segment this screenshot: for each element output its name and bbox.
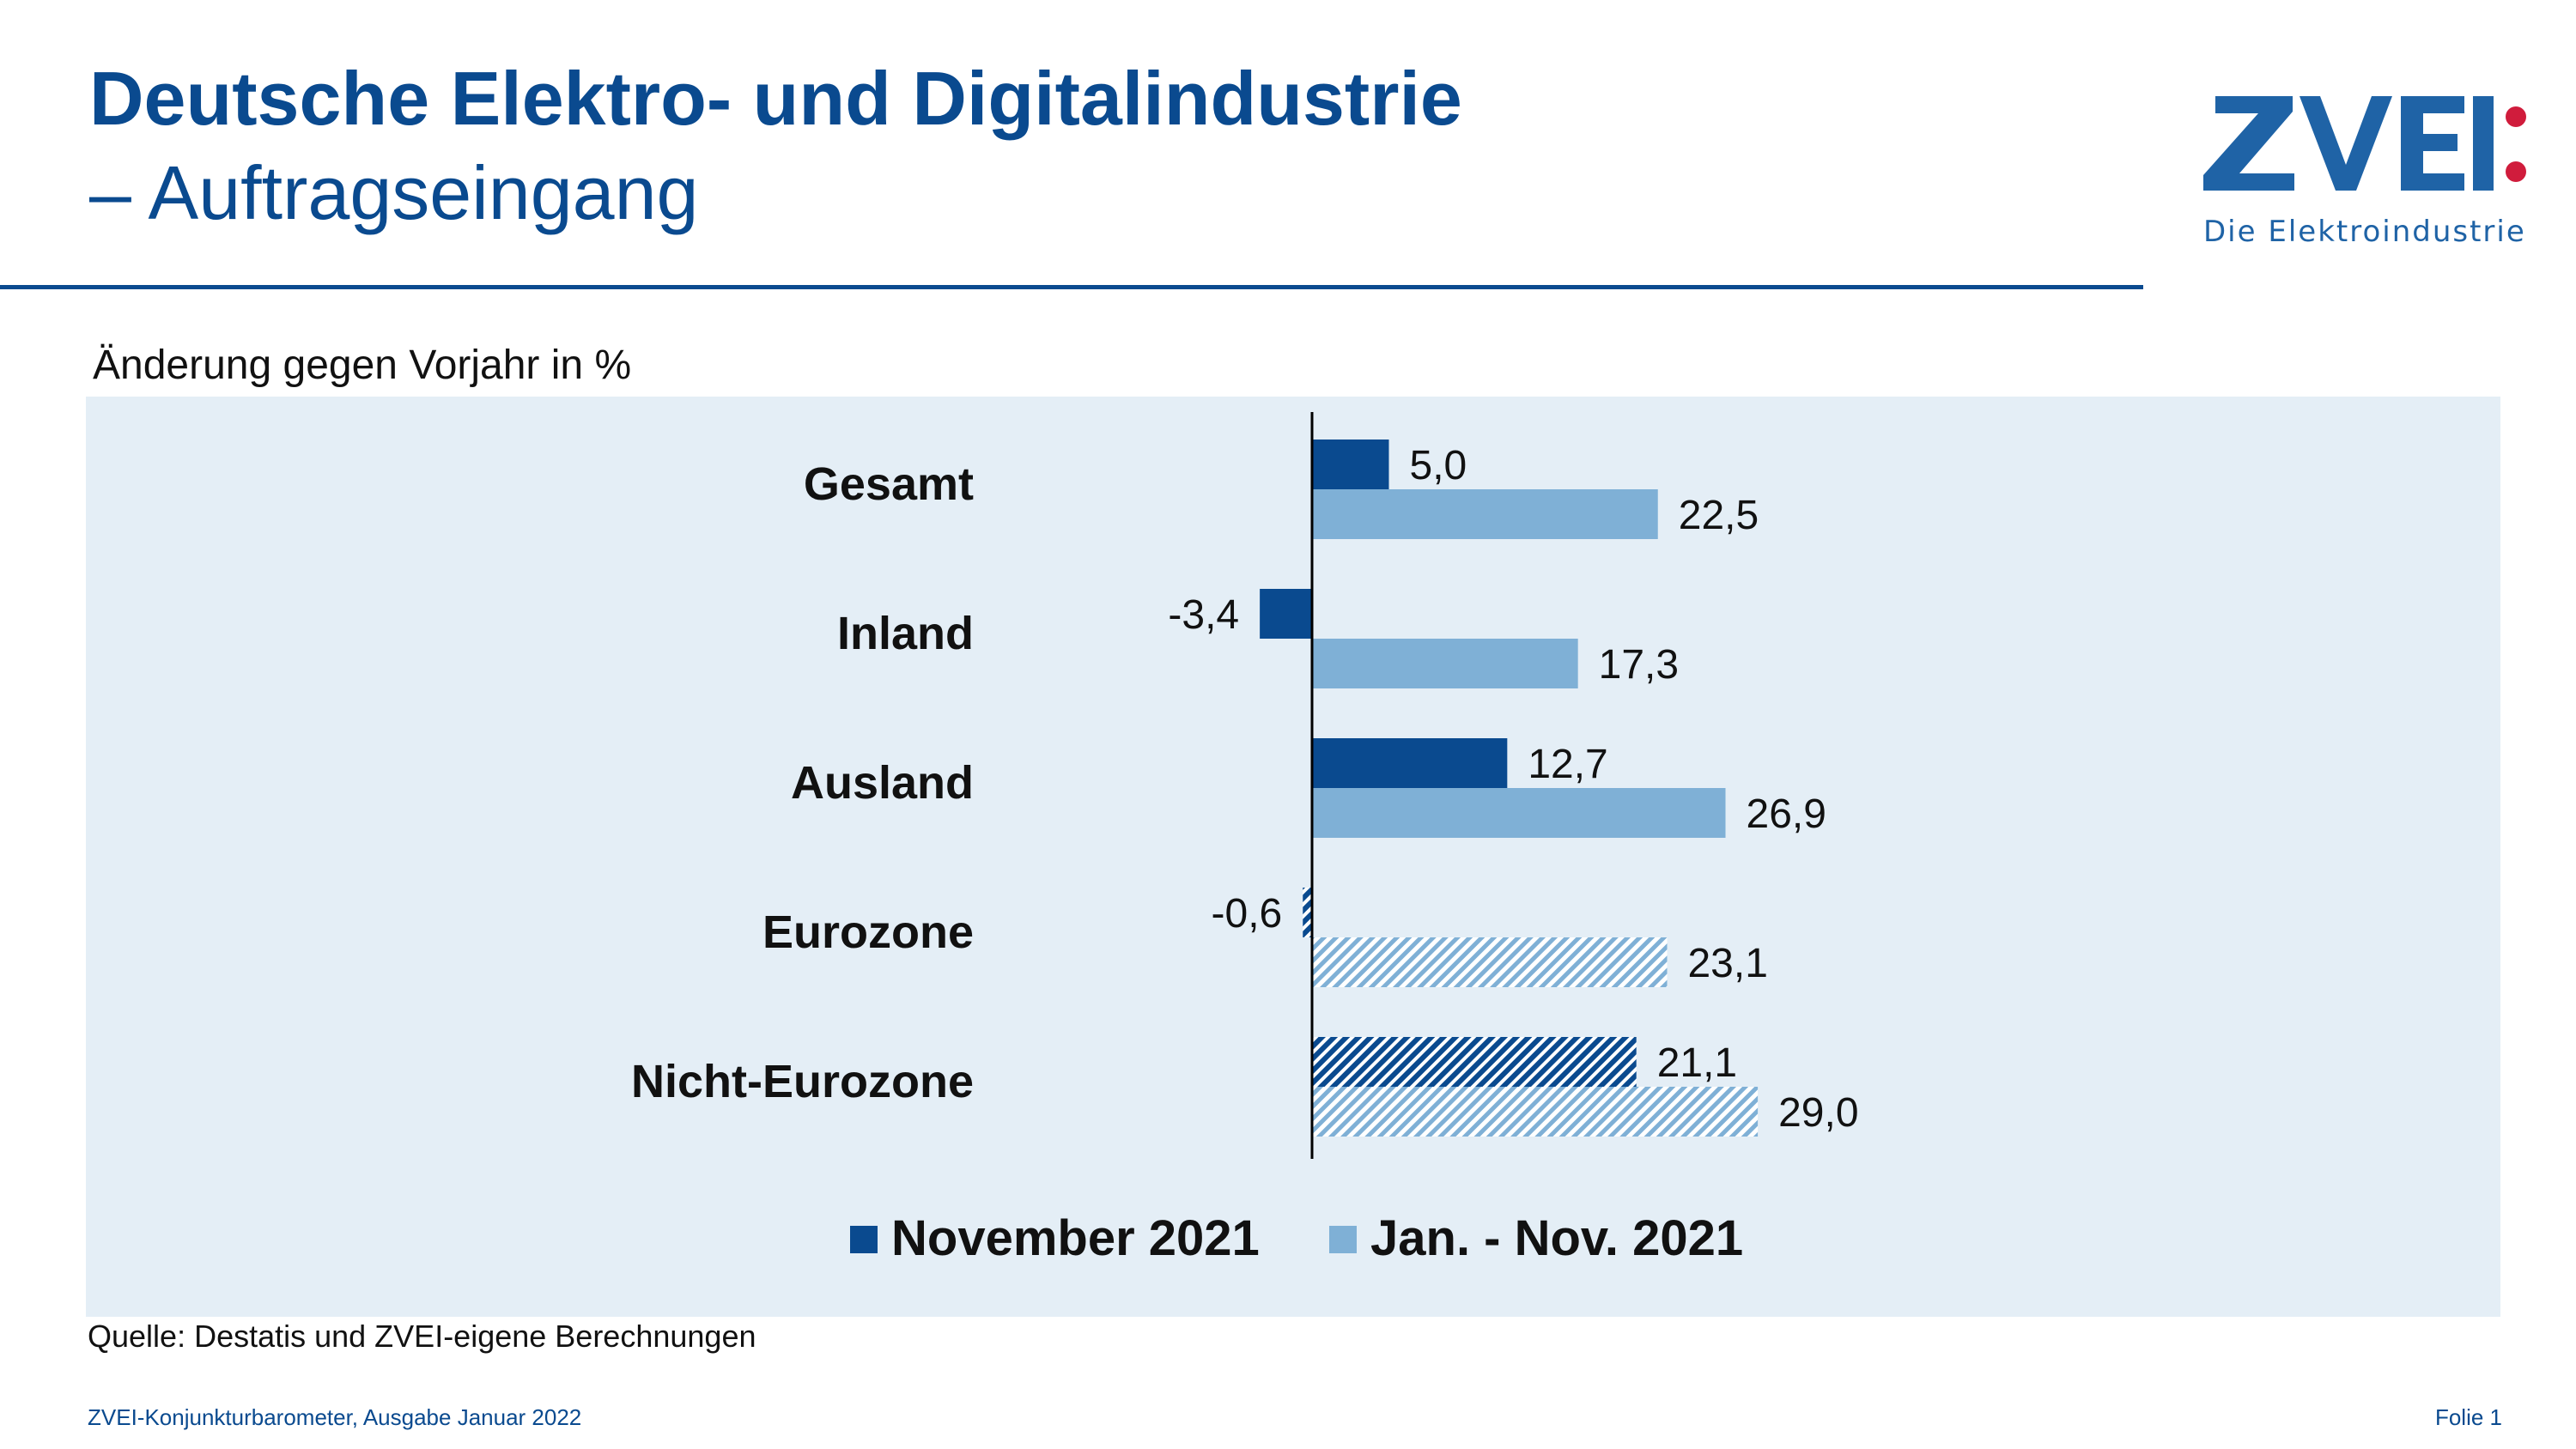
zvei-wordmark-graphic [2203, 96, 2494, 191]
bar-nicht-eurozone-series-2 [1312, 1087, 1759, 1137]
chart-caption: Änderung gegen Vorjahr in % [93, 343, 632, 388]
legend-label-series-1: November 2021 [891, 1210, 1260, 1266]
legend-swatch-series-1 [850, 1226, 878, 1253]
legend-label-series-2: Jan. - Nov. 2021 [1370, 1210, 1743, 1266]
chart-panel [86, 397, 2500, 1317]
footer-publication: ZVEI-Konjunkturbarometer, Ausgabe Januar… [88, 1404, 582, 1430]
logo-accent-dot-top [2506, 106, 2526, 127]
data-label-nicht-eurozone-series-1: 21,1 [1657, 1040, 1737, 1086]
category-label-eurozone: Eurozone [762, 906, 974, 958]
category-label-gesamt: Gesamt [804, 458, 974, 510]
data-label-ausland-series-2: 26,9 [1747, 791, 1826, 837]
source-note: Quelle: Destatis und ZVEI-eigene Berechn… [88, 1319, 756, 1354]
data-label-nicht-eurozone-series-2: 29,0 [1778, 1090, 1858, 1136]
bar-eurozone-series-2 [1312, 937, 1668, 987]
bar-inland-series-1 [1260, 589, 1312, 639]
footer-slide-number: Folie 1 [2434, 1404, 2502, 1430]
bar-inland-series-2 [1312, 639, 1578, 688]
bar-nicht-eurozone-series-1 [1312, 1037, 1637, 1087]
bar-eurozone-series-1 [1303, 888, 1312, 937]
data-label-inland-series-2: 17,3 [1599, 642, 1679, 688]
page-title: Deutsche Elektro- und Digitalindustrie [89, 56, 1462, 141]
category-label-nicht-eurozone: Nicht-Eurozone [631, 1056, 974, 1107]
bar-gesamt-series-1 [1312, 440, 1389, 489]
data-label-gesamt-series-1: 5,0 [1410, 443, 1467, 488]
page-subtitle: – Auftragseingang [89, 150, 699, 235]
category-label-ausland: Ausland [791, 757, 974, 809]
data-label-ausland-series-1: 12,7 [1528, 742, 1607, 787]
category-label-inland: Inland [837, 608, 974, 659]
bar-ausland-series-1 [1312, 738, 1508, 788]
data-label-eurozone-series-2: 23,1 [1687, 941, 1767, 986]
data-label-inland-series-1: -3,4 [1168, 592, 1239, 638]
logo-tagline: Die Elektroindustrie [2203, 215, 2526, 249]
bar-gesamt-series-2 [1312, 489, 1658, 539]
header-divider [0, 285, 2143, 289]
legend-swatch-series-2 [1329, 1226, 1357, 1253]
zvei-logo [2203, 96, 2526, 191]
data-label-eurozone-series-1: -0,6 [1212, 891, 1283, 937]
data-label-gesamt-series-2: 22,5 [1679, 493, 1759, 538]
logo-accent-dot-bottom [2506, 161, 2526, 182]
bar-ausland-series-2 [1312, 788, 1726, 838]
